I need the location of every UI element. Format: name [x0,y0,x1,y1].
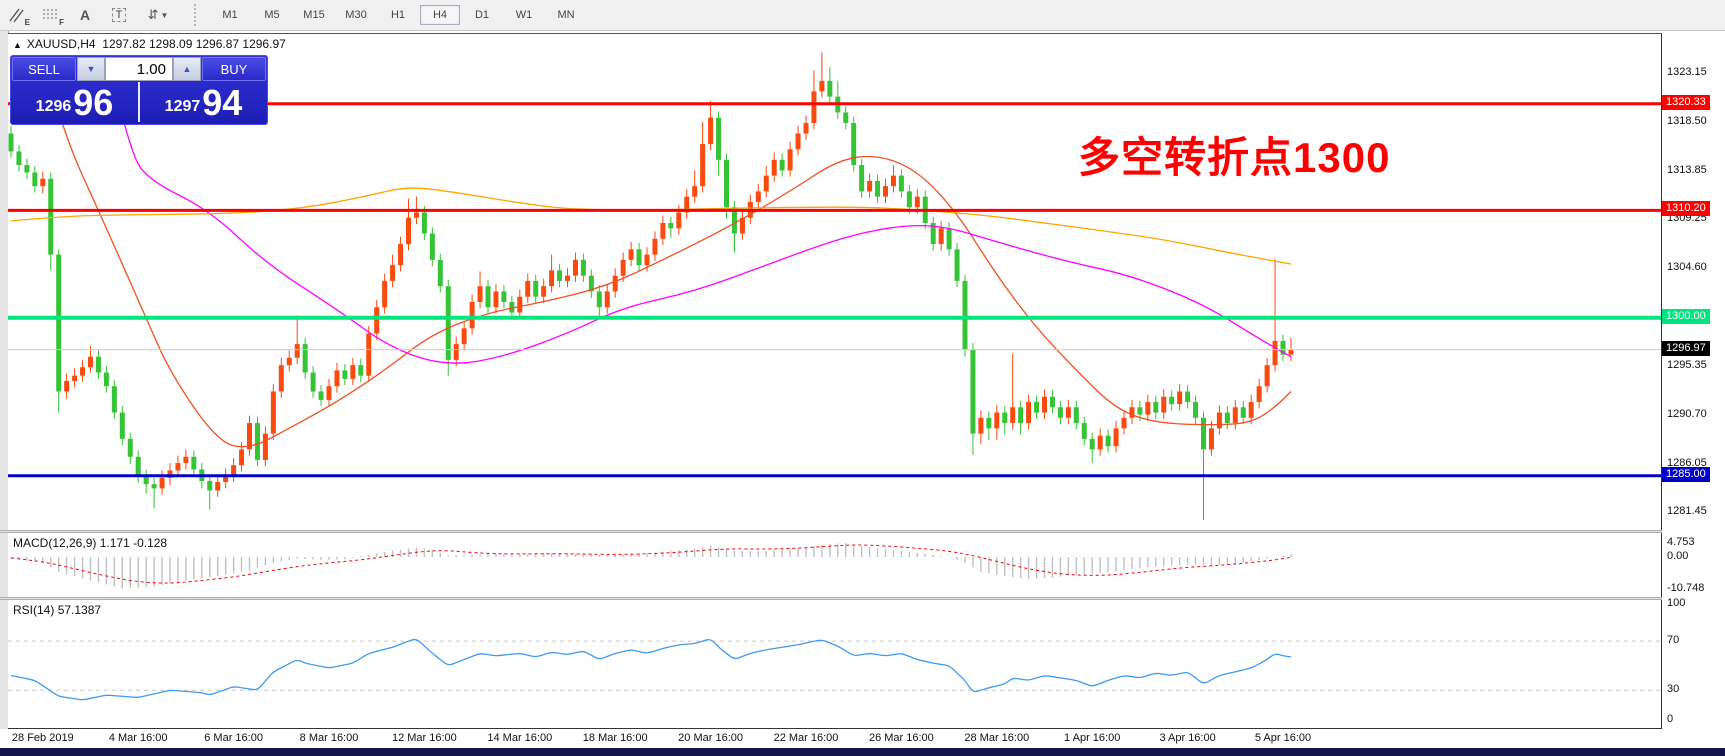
date-tick: 3 Apr 16:00 [1159,732,1216,744]
price-tick: 1318.50 [1667,114,1707,127]
sell-price[interactable]: 1296 96 [11,82,140,122]
chevron-down-icon: ▼ [160,10,169,20]
text-label-icon[interactable]: T [104,3,134,27]
price-tick: 1281.45 [1667,505,1707,518]
macd-panel-canvas[interactable] [8,533,1662,597]
rsi-line [10,638,1292,701]
volume-input[interactable]: 1.00 [105,57,173,81]
collapse-triangle-icon[interactable]: ▲ [13,40,22,50]
timeframe-d1[interactable]: D1 [474,9,490,21]
date-tick: 18 Mar 16:00 [582,732,648,744]
chart-header: ▲ XAUUSD,H4 1297.82 1298.09 1296.87 1296.… [13,37,286,51]
arrows-icon[interactable]: ⇵ ▼ [147,7,169,22]
buy-button[interactable]: BUY [202,57,266,81]
price-tick: 1286.05 [1667,456,1707,469]
ohlc-values: 1297.82 1298.09 1296.87 1296.97 [102,37,286,51]
buy-price-main: 1297 [164,98,201,115]
timeframe-m5[interactable]: M5 [264,9,280,21]
timeframe-m30[interactable]: M30 [345,9,367,21]
price-tick: 1290.70 [1667,407,1707,420]
rsi-tick: 0 [1667,713,1674,725]
timeframe-w1[interactable]: W1 [515,9,533,21]
timeframe-h1[interactable]: H1 [390,9,406,21]
current-price-badge: 1296.97 [1662,340,1710,356]
chart-annotation-text: 多空转折点1300 [1078,134,1391,181]
date-tick: 8 Mar 16:00 [299,732,359,744]
macd-indicator-label: MACD(12,26,9) 1.171 -0.128 [13,536,168,550]
date-tick: 26 Mar 16:00 [868,732,934,744]
date-tick: 28 Feb 2019 [11,732,74,744]
text-icon[interactable]: A [79,7,91,23]
panel-border [8,728,1662,729]
ma-mid-line [113,85,1292,364]
toolbar: E F A T ⇵ ▼ M1 M5 M15 M30 H1 H4 D1 W1 MN [0,0,1725,31]
volume-decrease-button[interactable]: ▼ [77,57,105,81]
timeframe-m15[interactable]: M15 [303,9,325,21]
panel-splitter[interactable] [0,597,1725,600]
sell-price-main: 1296 [35,98,72,115]
rsi-indicator-label: RSI(14) 57.1387 [13,603,102,617]
fibonacci-sub: F [59,18,64,27]
price-level-badge: 1310.20 [1662,201,1710,217]
date-tick: 22 Mar 16:00 [773,732,839,744]
equidistant-channel-sub: E [24,18,30,27]
date-tick: 5 Apr 16:00 [1254,732,1312,744]
price-level-badge: 1300.00 [1662,308,1710,324]
price-tick: 1313.85 [1667,163,1707,176]
price-tick: 1323.15 [1667,66,1707,78]
window-bottom-edge [0,748,1725,756]
fibonacci-icon[interactable]: F [36,3,66,27]
price-tick: 1304.60 [1667,261,1707,274]
rsi-tick: 100 [1667,597,1686,610]
rsi-tick: 30 [1667,683,1680,696]
price-scale[interactable]: 1323.15 1318.50 1313.85 1309.25 1304.60 1295.… [1662,33,1725,748]
date-tick: 4 Mar 16:00 [108,732,168,744]
one-click-trading-panel: SELL ▼ 1.00 ▲ BUY 1296 96 1297 94 [10,55,268,125]
macd-tick: -10.748 [1667,581,1705,594]
date-tick: 14 Mar 16:00 [487,732,553,744]
date-tick: 20 Mar 16:00 [678,732,744,744]
date-tick: 1 Apr 16:00 [1064,732,1121,744]
date-tick: 12 Mar 16:00 [391,732,457,744]
panel-splitter[interactable] [0,530,1725,533]
timeframe-mn[interactable]: MN [557,9,575,21]
sell-price-big: 96 [73,82,114,123]
ma-slow-line [10,187,1292,265]
date-tick: 28 Mar 16:00 [964,732,1030,744]
timeframe-buttons: M1 M5 M15 M30 H1 H4 D1 W1 MN [209,5,587,25]
buy-price[interactable]: 1297 94 [140,82,267,122]
symbol-period-label: XAUUSD,H4 [26,37,96,51]
timeframe-m1[interactable]: M1 [222,9,238,21]
rsi-panel-canvas[interactable] [8,600,1662,728]
price-level-badge: 1285.00 [1662,466,1710,482]
volume-increase-button[interactable]: ▲ [173,57,201,81]
time-axis[interactable]: 28 Feb 2019 4 Mar 16:00 6 Mar 16:00 8 Mar 1… [0,729,1725,748]
sell-button[interactable]: SELL [12,57,76,81]
price-tick: 1295.35 [1667,358,1707,371]
buy-price-big: 94 [202,82,243,123]
rsi-tick: 70 [1667,634,1680,647]
toolbar-grip[interactable] [194,4,201,26]
equidistant-channel-icon[interactable]: E [2,3,32,27]
macd-tick: 0.00 [1667,550,1689,562]
date-tick: 6 Mar 16:00 [204,732,263,744]
price-level-badge: 1320.33 [1662,94,1710,110]
timeframe-h4[interactable]: H4 [420,5,460,25]
macd-signal-line [10,544,1292,584]
macd-tick: 4.753 [1667,535,1695,548]
ma-fast-line [50,85,1292,448]
main-chart-canvas[interactable] [8,33,1662,531]
